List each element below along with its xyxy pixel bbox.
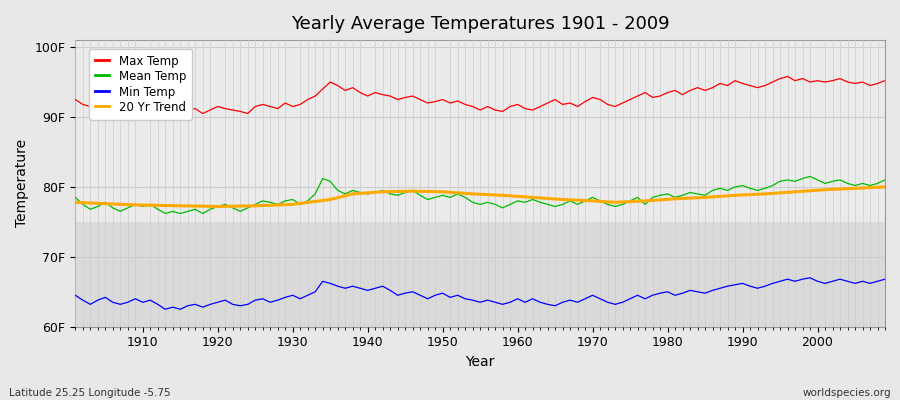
Y-axis label: Temperature: Temperature: [15, 139, 29, 228]
Bar: [76, 40, 885, 222]
Legend: Max Temp, Mean Temp, Min Temp, 20 Yr Trend: Max Temp, Mean Temp, Min Temp, 20 Yr Tre…: [89, 49, 192, 120]
Title: Yearly Average Temperatures 1901 - 2009: Yearly Average Temperatures 1901 - 2009: [291, 15, 670, 33]
Text: worldspecies.org: worldspecies.org: [803, 388, 891, 398]
X-axis label: Year: Year: [465, 355, 495, 369]
Text: Latitude 25.25 Longitude -5.75: Latitude 25.25 Longitude -5.75: [9, 388, 171, 398]
Bar: [76, 222, 885, 327]
